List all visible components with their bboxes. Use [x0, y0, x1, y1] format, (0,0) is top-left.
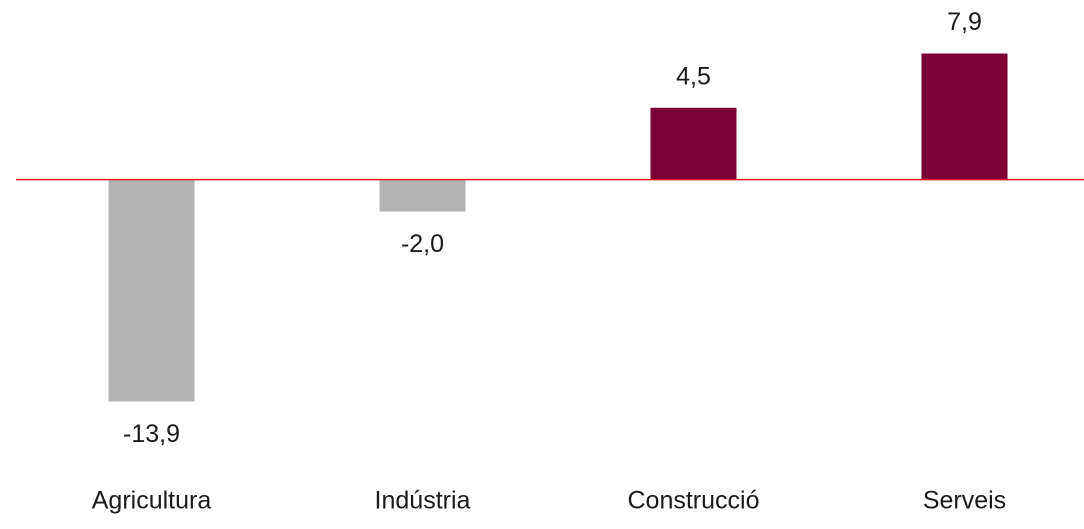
- bar: [379, 179, 466, 212]
- x-tick-label: Serveis: [923, 487, 1006, 515]
- bar: [921, 53, 1008, 180]
- value-label: 4,5: [676, 62, 711, 90]
- value-label: -13,9: [123, 420, 180, 448]
- value-label: 7,9: [947, 8, 982, 36]
- x-tick-label: Agricultura: [92, 487, 212, 515]
- value-label: -2,0: [401, 230, 444, 258]
- bar: [108, 179, 195, 402]
- bar: [650, 107, 737, 180]
- x-tick-label: Construcció: [628, 487, 760, 515]
- x-tick-label: Indústria: [375, 487, 471, 515]
